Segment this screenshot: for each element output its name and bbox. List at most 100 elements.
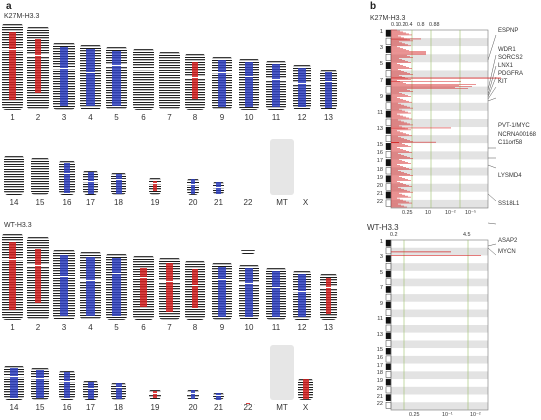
ideogram-top-3 — [385, 54, 392, 61]
stripe-bot-16 — [391, 363, 488, 372]
centromere-8 — [185, 76, 205, 78]
chr-label-bottom-13: 13 — [376, 331, 383, 338]
chr-label-top-3: 3 — [379, 45, 383, 52]
centromere-16 — [59, 381, 75, 383]
chromosome-10-sect2 — [239, 264, 259, 320]
ideogram-top-13 — [385, 134, 392, 142]
ideogram-top-7 — [385, 86, 392, 94]
chromosome-18-sect1 — [111, 172, 126, 195]
ideogram-bot-11 — [385, 324, 392, 332]
gene-connector-bot-1 — [487, 247, 497, 256]
ideogram-bot-2 — [385, 255, 392, 262]
chr-label-top-19: 19 — [376, 174, 383, 181]
panel-b-label: b — [370, 1, 377, 12]
chromosome-label-8-sect1: 8 — [192, 113, 198, 122]
chromosome-label-9-sect2: 9 — [219, 323, 225, 332]
ideogram-bot-0 — [385, 239, 392, 247]
gene-label-top-0: ESPNP — [498, 28, 519, 34]
centromere-12 — [293, 83, 311, 85]
signal-band-5 — [112, 258, 121, 316]
ideogram-bot-4 — [385, 270, 392, 278]
ideogram-top-9 — [385, 102, 392, 110]
chromosome-17-sect2 — [83, 380, 98, 400]
signal-band-red-2 — [34, 38, 42, 94]
panel-b-bottom-title: WT-H3.3 — [367, 223, 399, 232]
stripe-top-2 — [391, 46, 488, 55]
centromere-15 — [31, 378, 49, 380]
chromosome-label-14-sect1: 14 — [9, 198, 19, 207]
signal-band-20 — [190, 389, 196, 400]
chromosome-label-7-sect2: 7 — [167, 323, 172, 332]
chromosome-label-17-sect2: 17 — [86, 403, 95, 412]
chr-label-bottom-17: 17 — [376, 362, 383, 369]
stripe-bot-14 — [391, 348, 488, 356]
stripe-top-20 — [391, 191, 488, 200]
panel-b-top-title: K27M-H3.3 — [370, 15, 406, 22]
chromosome-label-3-sect1: 3 — [61, 113, 67, 122]
chromosome-1-sect2 — [2, 233, 23, 320]
chromosome-label-15-sect1: 15 — [35, 198, 45, 207]
chr-label-top-17: 17 — [376, 158, 383, 165]
ideogram-top-8 — [385, 94, 392, 102]
stripe-top-16 — [391, 159, 488, 168]
chromosome-17-sect1 — [83, 170, 98, 195]
chromosome-label-18-sect1: 18 — [114, 198, 123, 207]
ideogram-bot-6 — [385, 286, 392, 293]
signal-band-red-13 — [325, 277, 332, 315]
stripe-bot-19 — [391, 386, 488, 395]
signal-band-18 — [115, 383, 122, 399]
stripe-bot-20 — [391, 394, 488, 403]
ideogram-bot-8 — [385, 301, 392, 309]
signal-band-16 — [63, 372, 71, 399]
chromosome-label-19-sect2: 19 — [150, 403, 160, 412]
chr-label-top-18: 18 — [376, 166, 383, 173]
chr-label-bottom-15: 15 — [376, 347, 383, 354]
ideogram-top-12 — [385, 126, 392, 134]
stripe-bot-3 — [391, 263, 488, 271]
chromosome-MT-sect2 — [270, 345, 294, 400]
stripe-top-3 — [391, 54, 488, 63]
signal-band-17 — [87, 172, 94, 194]
chromosome-13-sect1 — [320, 69, 337, 110]
chromosome-label-8-sect2: 8 — [192, 323, 198, 332]
chromosome-label-13-sect2: 13 — [324, 323, 333, 332]
centromere-7 — [159, 280, 180, 282]
chromosome-4-sect2 — [80, 251, 101, 320]
stripe-bot-21 — [391, 402, 488, 410]
chromosome-7-sect1 — [159, 51, 180, 110]
centromere-13 — [320, 287, 337, 289]
centromere-5 — [106, 273, 127, 275]
chromosome-5-sect1 — [106, 46, 127, 110]
stripe-top-11 — [391, 119, 488, 128]
chr-label-bottom-22: 22 — [376, 401, 383, 408]
bottom-tick-top-1: 10 — [425, 210, 431, 216]
gene-connector-top-10 — [487, 222, 497, 225]
signal-band-10 — [245, 62, 253, 107]
gene-connector-top-1 — [487, 54, 497, 91]
chromosome-15-sect2 — [31, 367, 49, 400]
signal-band-4 — [86, 256, 95, 316]
chromosome-label-4-sect1: 4 — [88, 113, 93, 122]
gene-connector-top-2 — [487, 65, 497, 96]
centromere-6 — [133, 277, 154, 279]
top-tick-top-0: 0.1 — [391, 22, 399, 28]
chromosome-16-sect2 — [59, 370, 75, 400]
chromosome-16-sect1 — [59, 160, 75, 195]
chromosome-18-sect2 — [111, 382, 126, 400]
chromosome-20-sect2 — [187, 389, 199, 400]
centromere-17 — [83, 388, 98, 390]
ideogram-top-14 — [385, 143, 392, 150]
chr-label-bottom-7: 7 — [379, 285, 383, 292]
centromere-22 — [241, 250, 255, 252]
centromere-18 — [111, 178, 126, 180]
signal-band-9 — [218, 266, 226, 317]
chr-label-bottom-18: 18 — [376, 370, 383, 377]
chromosome-11-sect1 — [266, 60, 286, 110]
stripe-top-13 — [391, 135, 488, 144]
centromere-10 — [239, 75, 259, 77]
signal-band-18 — [115, 173, 122, 194]
plot-frame-bot — [390, 239, 489, 411]
chr-label-top-21: 21 — [376, 190, 383, 197]
centromere-14 — [4, 375, 24, 377]
ideogram-top-4 — [385, 62, 392, 70]
